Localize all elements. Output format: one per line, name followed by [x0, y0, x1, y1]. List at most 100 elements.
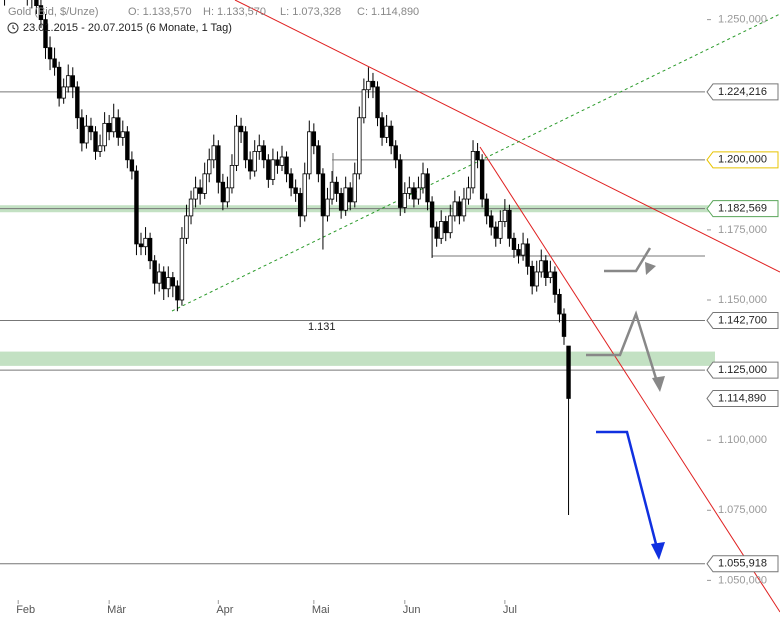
candle-body — [388, 125, 394, 147]
level-badge — [706, 83, 779, 101]
candle-body — [34, 0, 39, 7]
candle-body — [498, 221, 503, 239]
candle-body — [398, 159, 403, 208]
arrow-head — [651, 542, 665, 560]
candle-body — [470, 151, 476, 189]
candle-body — [170, 277, 176, 287]
level-badge — [706, 151, 779, 169]
y-tick-label: 1.150,000 — [718, 294, 767, 306]
ohlc-high: H: 1.133,570 — [203, 6, 266, 18]
candle-body — [429, 201, 435, 228]
candle-body — [520, 243, 526, 256]
candle-body — [502, 209, 508, 222]
candle-body — [457, 201, 462, 217]
candle-body — [334, 181, 339, 194]
candle-body — [325, 198, 330, 217]
y-tick-label: 1.050,000 — [718, 574, 767, 586]
forecast-arrow — [586, 310, 660, 386]
candle-body — [270, 159, 276, 180]
date-range: 23.01.2015 - 20.07.2015 (6 Monate, 1 Tag… — [23, 22, 232, 34]
candle-body — [407, 187, 412, 194]
candle-body — [243, 131, 248, 161]
x-tick-label: Mär — [107, 604, 126, 616]
candle-body — [466, 187, 471, 200]
candle-body — [434, 226, 439, 239]
candle-body — [116, 117, 121, 138]
level-badge — [706, 361, 779, 379]
candle-body — [511, 237, 517, 250]
candle-body — [489, 215, 494, 228]
arrow-head — [645, 262, 656, 275]
clock-icon — [7, 22, 19, 34]
y-tick-label: 1.100,000 — [718, 434, 767, 446]
candle-body — [216, 145, 221, 183]
level-label: 1.224,216 — [718, 86, 767, 98]
x-tick-label: Feb — [16, 604, 35, 616]
candle-body — [425, 173, 430, 203]
candle-body — [484, 198, 489, 217]
level-label: 1.055,918 — [718, 558, 767, 570]
candle-body — [125, 131, 130, 161]
candle-body — [561, 313, 567, 337]
candle-body — [302, 173, 307, 217]
annotation: 1.131 — [308, 321, 336, 333]
level-label: 1.114,890 — [718, 392, 766, 404]
candle-body — [416, 187, 421, 200]
trend-line — [479, 146, 780, 613]
candle-body — [461, 198, 467, 217]
candle-body — [184, 215, 189, 239]
trend-line — [171, 13, 780, 312]
ohlc-close: C: 1.114,890 — [357, 6, 419, 18]
candle-body — [438, 221, 444, 239]
zone — [0, 351, 715, 366]
candle-body — [375, 86, 380, 119]
candle-body — [247, 159, 253, 172]
axes: 1.250,000 1.175,000 1.150,000 1.100,000 1.07… — [16, 14, 779, 616]
candle-body — [566, 345, 571, 399]
candle-body — [202, 173, 207, 194]
candle-body — [411, 187, 417, 200]
candle-body — [252, 151, 257, 172]
candle-body — [229, 165, 235, 189]
candle-body — [516, 249, 521, 256]
candle-body — [93, 131, 98, 152]
candle-body — [238, 125, 244, 133]
candle-body — [161, 271, 166, 290]
ohlc-low: L: 1.073,328 — [280, 6, 341, 18]
candle-body — [43, 19, 48, 49]
candle-body — [284, 156, 289, 175]
candle-body — [320, 173, 326, 217]
x-tick-label: Mai — [312, 604, 330, 616]
arrow-head — [652, 376, 665, 392]
candle-body — [293, 187, 298, 194]
candle-body — [452, 201, 458, 217]
candle-body — [120, 131, 126, 138]
candle-body — [329, 181, 335, 200]
candle-body — [420, 173, 426, 189]
candle-body — [534, 271, 539, 287]
candle-body — [507, 209, 512, 239]
candle-body — [56, 66, 62, 99]
candle-body — [111, 117, 116, 133]
candle-body — [479, 159, 485, 200]
candle-body — [475, 151, 480, 161]
candle-body — [348, 187, 353, 203]
trend-line — [234, 0, 780, 273]
candle-body — [529, 265, 535, 287]
y-tick-label: 1.250,000 — [718, 14, 767, 26]
candle-body — [166, 277, 171, 290]
candle-body — [70, 75, 75, 88]
candle-body — [316, 145, 321, 175]
candle-body — [343, 187, 348, 211]
level-label: 1.182,569 — [718, 203, 767, 215]
candle-body — [525, 243, 530, 267]
candle-body — [402, 193, 408, 208]
candle-body — [307, 131, 312, 175]
candle-body — [261, 145, 267, 161]
level-label: 1.125,000 — [718, 364, 767, 376]
candle-body — [179, 237, 185, 301]
candle-body — [297, 193, 303, 217]
candle-body — [47, 47, 53, 60]
level-label: 1.142,700 — [718, 314, 767, 326]
